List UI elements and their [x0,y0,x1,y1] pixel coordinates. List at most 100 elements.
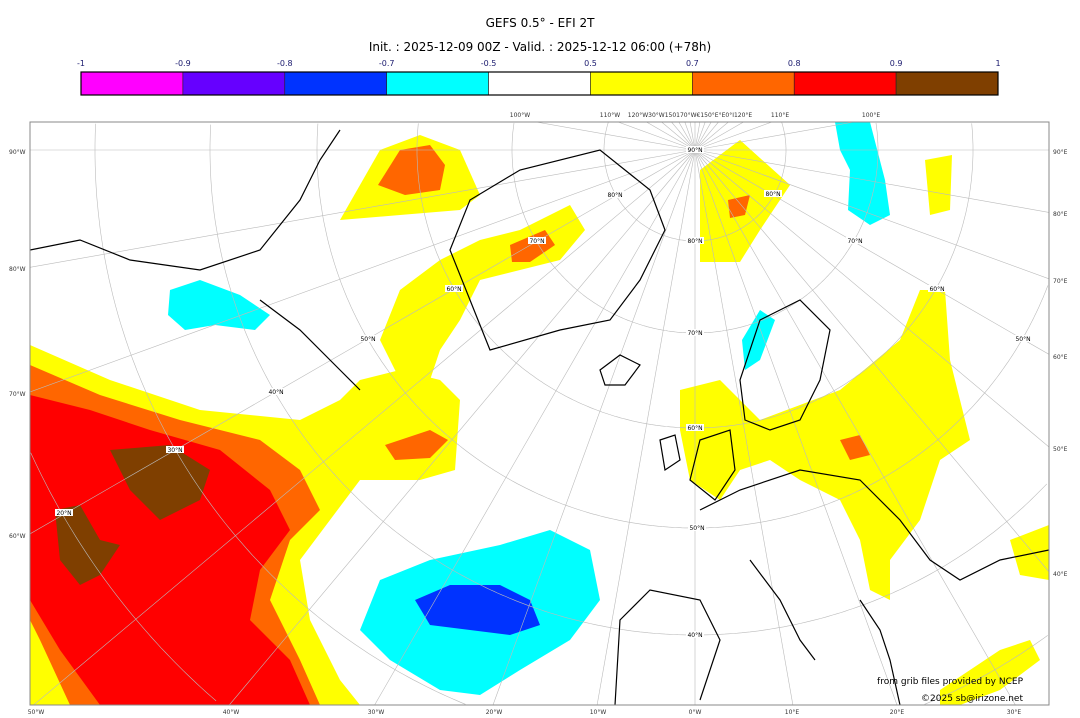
meridian-line [646,122,696,151]
efi-field [30,122,1049,705]
lat-label-bg [606,191,624,198]
meridian-line [694,149,1049,355]
latitude-circle [30,452,217,702]
colorbar-bin [895,71,999,96]
top-axis-label: 110°E [771,112,789,119]
lat-label-bg [267,388,285,395]
colorbar-bin [386,71,489,96]
meridian-line [30,149,696,268]
efi-region-orange [385,430,448,460]
colorbar-tick: -1 [77,59,85,68]
efi-region-cyan [742,310,775,370]
latitude-circle [603,122,787,242]
map-title: GEFS 0.5° - EFI 2T [485,16,595,30]
meridian-line [694,122,729,151]
efi-region-yellow [1010,525,1049,580]
meridian-line [661,122,696,151]
lat-label-bg [686,631,704,638]
colorbar-tick: 0.7 [686,59,699,68]
left-axis-label: 60°W [9,533,26,540]
meridian-line [229,149,696,705]
bottom-axis-label: 40°W [223,709,240,716]
lat-label: 60°N [929,286,944,293]
meridian-line [694,122,744,151]
colorbar-tick: -0.5 [481,59,497,68]
efi-region-cyan [168,280,270,330]
colorbar-bin [284,71,387,96]
latitude-circle [416,123,974,429]
colorbar-bin [692,71,795,96]
lat-label-bg [445,285,463,292]
lat-label: 80°N [607,192,622,199]
lat-label: 60°N [446,286,461,293]
meridian-line [617,122,696,151]
lat-label: 20°N [56,510,71,517]
efi-region-orange [378,145,445,195]
lat-label: 80°N [765,191,780,198]
axis-labels: 90°W 80°W 70°W 60°W 90°E 80°E 70°E 60°E 50°E 40°E… [9,112,1068,716]
meridian-line [694,122,706,151]
copyright: ©2025 sb@irizone.net [921,694,1023,704]
lat-label-bg [55,509,73,516]
lat-label: 70°N [529,238,544,245]
lat-label-bg [686,329,704,336]
meridian-line [33,149,696,705]
efi-region-orange [728,195,750,218]
left-axis-label: 90°W [9,149,26,156]
lat-label: 70°N [847,238,862,245]
meridian-line [694,122,719,151]
left-axis-label: 70°W [9,391,26,398]
bottom-axis-label: 10°W [590,709,607,716]
lat-label-bg [686,237,704,244]
meridian-line [694,122,854,151]
meridian-line [671,122,696,151]
meridian-line [536,122,696,151]
top-axis-label: 100°E [862,112,880,119]
colorbar-tick: -0.8 [277,59,293,68]
meridian-line [492,149,696,705]
meridian-line [694,122,701,151]
meridian-line [684,122,696,151]
colorbar-tick: 1 [995,59,1000,68]
left-axis-label: 80°W [9,266,26,273]
meridian-line [694,149,1049,213]
lat-label: 90°N [687,147,702,154]
right-axis-label: 50°E [1053,446,1068,453]
colorbar-bin [793,71,897,96]
right-axis-label: 40°E [1053,571,1068,578]
lat-label: 40°N [687,632,702,639]
bottom-axis-label: 20°E [890,709,905,716]
colorbar-tick: 0.8 [788,59,801,68]
lat-label: 50°N [689,525,704,532]
right-axis-label: 90°E [1053,149,1068,156]
map-subtitle: Init. : 2025-12-09 00Z - Valid. : 2025-1… [368,40,712,54]
bottom-axis-label: 10°E [785,709,800,716]
right-axis-label: 80°E [1053,211,1068,218]
top-axis-label: 110°W [600,112,620,119]
colorbar-tick: -0.7 [379,59,395,68]
latitude-circle [511,122,879,334]
latitude-circle [316,123,1049,529]
efi-region-brown [55,505,120,585]
efi-region-red [30,395,310,705]
map-frame [29,121,1050,706]
meridian-line [694,149,1016,705]
meridian-line [689,122,696,151]
colorbar-tick: -0.9 [175,59,191,68]
right-axis-label: 60°E [1053,354,1068,361]
meridian-line [678,122,696,151]
right-axis-label: 70°E [1053,278,1068,285]
efi-region-yellow [680,290,970,600]
lat-label-bg [686,424,704,431]
colorbar-tick: 0.9 [890,59,903,68]
lat-label-bg [764,190,782,197]
meridian-line [694,149,794,705]
bottom-axis-label: 20°W [486,709,503,716]
bottom-axis-label: 0°W [689,709,702,716]
colorbar-bin [80,71,184,96]
efi-region-yellow [925,155,952,215]
meridian-line [694,149,1049,448]
meridian-line [374,149,696,705]
bottom-axis-label: 30°W [368,709,385,716]
bottom-axis-label: 30°E [1007,709,1022,716]
